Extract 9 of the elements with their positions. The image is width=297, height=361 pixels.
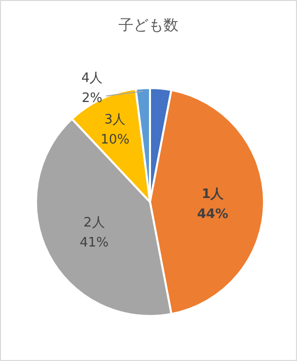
data-label: 10% <box>100 132 130 148</box>
slice-label: 3人 <box>104 112 126 128</box>
slice-label: 1人 <box>202 187 225 202</box>
slice-label: 2人 <box>83 215 105 230</box>
data-label: 2% <box>82 91 102 106</box>
data-label: 44% <box>197 207 228 222</box>
slice-label: 4人 <box>81 71 103 86</box>
data-label: 41% <box>80 235 109 250</box>
chart-title: 子ども数 <box>118 16 178 34</box>
